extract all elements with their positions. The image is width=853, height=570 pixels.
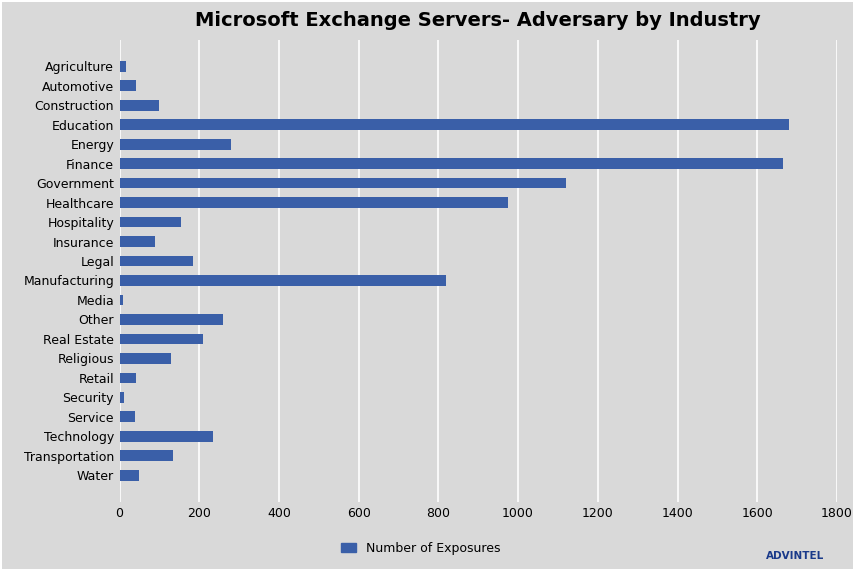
Bar — [119, 431, 213, 442]
Title: Microsoft Exchange Servers- Adversary by Industry: Microsoft Exchange Servers- Adversary by… — [195, 11, 760, 30]
Bar — [119, 450, 173, 461]
Bar — [119, 295, 123, 306]
Bar — [119, 314, 223, 325]
Text: ADVINTEL: ADVINTEL — [765, 551, 823, 561]
Bar — [119, 256, 193, 266]
Bar — [119, 217, 181, 227]
Bar — [119, 119, 788, 130]
Bar — [119, 139, 231, 149]
Legend: Number of Exposures: Number of Exposures — [336, 537, 505, 560]
Bar — [119, 80, 136, 91]
Bar — [119, 275, 446, 286]
Bar — [119, 353, 171, 364]
Bar — [119, 412, 135, 422]
Bar — [119, 392, 124, 403]
Bar — [119, 373, 136, 383]
Bar — [119, 178, 566, 189]
Bar — [119, 61, 125, 72]
Bar — [119, 236, 155, 247]
Bar — [119, 470, 138, 481]
Bar — [119, 158, 782, 169]
Bar — [119, 197, 508, 208]
Bar — [119, 100, 160, 111]
Bar — [119, 333, 203, 344]
